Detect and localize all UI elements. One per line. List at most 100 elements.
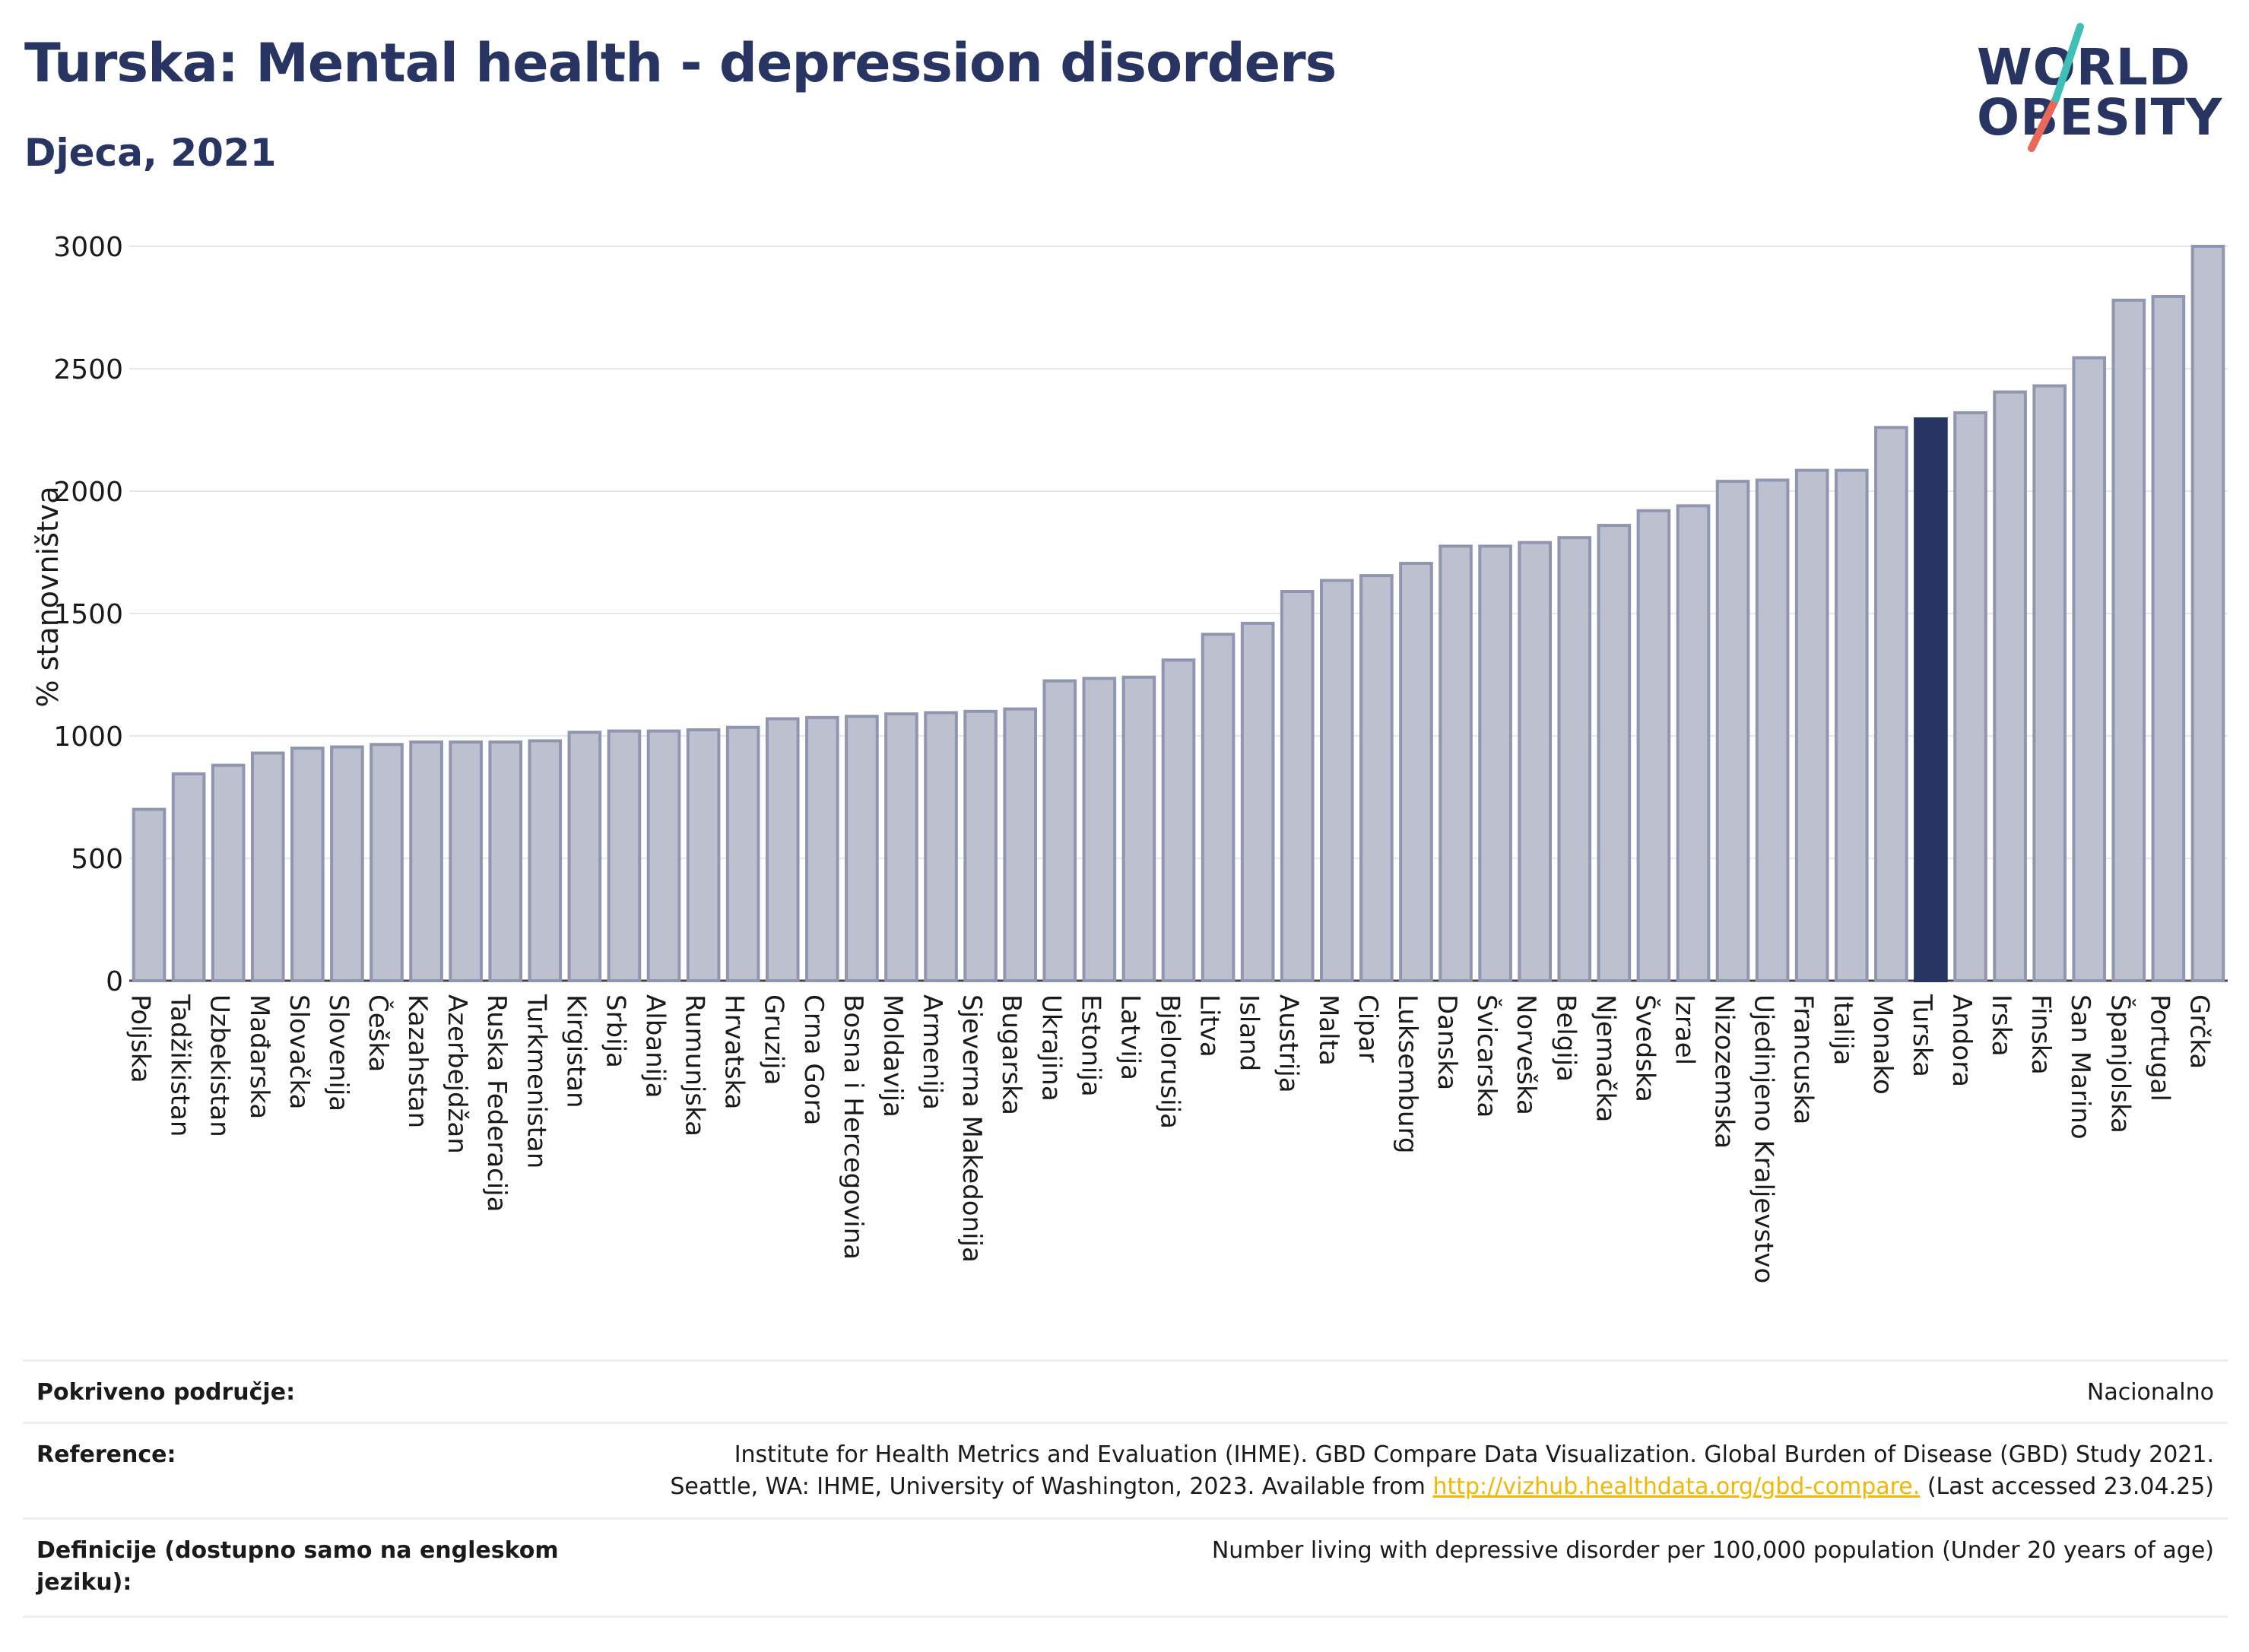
x-tick-label: Kirgistan	[560, 994, 591, 1108]
bar-turska	[1914, 417, 1948, 982]
footer-row-reference: Reference: Institute for Health Metrics …	[23, 1422, 2228, 1520]
x-tick-label: Cipar	[1353, 994, 1383, 1063]
x-tick-label: Sjeverna Makedonija	[956, 994, 987, 1263]
bar-španjolska	[2111, 298, 2146, 982]
x-tick-label: Estonija	[1075, 994, 1105, 1097]
x-tick-label: Bosna i Hercegovina	[838, 994, 868, 1260]
bar-kirgistan	[567, 731, 602, 982]
bar-sjeverna-makedonija	[963, 709, 998, 982]
reference-accessed: (Last accessed 23.04.25)	[1927, 1473, 2214, 1500]
bar-cipar	[1359, 574, 1394, 982]
bars	[132, 245, 2225, 983]
bar-francuska	[1794, 468, 1829, 982]
x-axis-labels: Poljska Tadžikistan Uzbekistan Mađarska Slov…	[125, 994, 2215, 1283]
x-tick-label: Norveška	[1511, 994, 1541, 1115]
bar-crna-gora	[805, 715, 839, 982]
x-tick-label: Tadžikistan	[165, 994, 195, 1137]
bar-albanija	[646, 729, 681, 982]
bar-turkmenistan	[528, 739, 563, 982]
bar-bjelorusija	[1161, 658, 1196, 982]
bar-njemačka	[1597, 524, 1632, 982]
bar-irska	[1993, 390, 2027, 982]
x-tick-label: Nizozemska	[1709, 994, 1740, 1149]
x-tick-label: Azerbejdžan	[442, 994, 472, 1154]
x-tick-label: Austrija	[1274, 994, 1304, 1093]
x-tick-label: Andora	[1946, 994, 1977, 1087]
bar-tadžikistan	[171, 772, 206, 982]
x-tick-label: Srbija	[600, 994, 630, 1068]
bar-rumunjska	[686, 728, 721, 982]
x-tick-label: Poljska	[125, 994, 156, 1083]
reference-line-1: Institute for Health Metrics and Evaluat…	[734, 1441, 2214, 1468]
coverage-label: Pokriveno područje:	[36, 1379, 296, 1406]
x-tick-label: Danska	[1432, 994, 1462, 1090]
x-tick-label: Izrael	[1669, 994, 1699, 1065]
bar-švicarska	[1478, 544, 1512, 982]
bar-hrvatska	[725, 725, 760, 982]
bar-finska	[2032, 384, 2067, 983]
x-tick-label: Bjelorusija	[1155, 994, 1185, 1129]
reference-line-2: Seattle, WA: IHME, University of Washing…	[617, 1471, 2214, 1503]
bar-andora	[1953, 411, 1987, 982]
x-tick-label: Luksemburg	[1392, 994, 1423, 1153]
reference-link[interactable]: http://vizhub.healthdata.org/gbd-compare…	[1432, 1473, 1921, 1500]
x-tick-label: Slovenija	[323, 994, 354, 1111]
logo-slash-icon	[2028, 23, 2084, 152]
x-tick-label: Italija	[1828, 994, 1858, 1065]
bar-grčka	[2190, 245, 2225, 982]
bar-izrael	[1676, 504, 1711, 982]
bar-švedska	[1636, 509, 1671, 982]
x-tick-label: Bugarska	[996, 994, 1026, 1115]
bar-moldavija	[884, 712, 918, 983]
x-tick-label: Uzbekistan	[205, 994, 235, 1137]
bar-san-marino	[2072, 356, 2107, 982]
reference-label: Reference:	[36, 1441, 176, 1468]
x-tick-label: Finska	[2025, 994, 2056, 1075]
x-tick-label: Slovačka	[284, 994, 314, 1109]
y-tick-label: 2000	[53, 477, 123, 508]
x-tick-label: San Marino	[2065, 994, 2095, 1140]
bar-bosna-i-hercegovina	[845, 715, 879, 982]
x-tick-label: Ruska Federacija	[481, 994, 512, 1212]
x-tick-label: Švedska	[1629, 994, 1661, 1102]
x-tick-label: Island	[1234, 994, 1264, 1071]
bar-ruska-federacija	[488, 740, 523, 982]
bar-azerbejdžan	[449, 740, 483, 982]
bar-italija	[1834, 468, 1869, 982]
coverage-value: Nacionalno	[2086, 1379, 2214, 1406]
reference-value: Institute for Health Metrics and Evaluat…	[617, 1439, 2214, 1503]
bar-ujedinjeno-kraljevstvo	[1755, 478, 1790, 982]
y-axis-ticks: 0 500 1000 1500 2000 2500 3000	[53, 232, 123, 997]
x-tick-label: Irska	[1986, 994, 2016, 1057]
x-tick-label: Gruzija	[759, 994, 789, 1085]
footer-row-coverage: Pokriveno područje: Nacionalno	[23, 1359, 2228, 1424]
y-tick-label: 2500	[53, 354, 123, 385]
logo-line-2: OBESITY	[1977, 88, 2223, 147]
y-tick-label: 500	[71, 844, 123, 875]
logo-line-1: WORLD	[1977, 38, 2191, 97]
x-tick-label: Češka	[363, 994, 394, 1072]
x-tick-label: Ukrajina	[1036, 994, 1066, 1102]
x-tick-label: Portugal	[2144, 994, 2174, 1102]
bar-danska	[1439, 544, 1473, 982]
x-tick-label: Moldavija	[877, 994, 908, 1118]
x-tick-label: Latvija	[1115, 994, 1145, 1080]
x-tick-label: Grčka	[2184, 994, 2214, 1069]
x-tick-label: Litva	[1194, 994, 1225, 1057]
definition-value: Number living with depressive disorder p…	[1211, 1537, 2214, 1564]
bar-island	[1240, 621, 1275, 982]
y-tick-label: 0	[106, 966, 123, 997]
x-tick-label: Hrvatska	[719, 994, 750, 1109]
definition-label: Definicije (dostupno samo na engleskom j…	[36, 1537, 559, 1596]
x-tick-label: Kazahstan	[402, 994, 433, 1128]
x-tick-label: Malta	[1313, 994, 1343, 1066]
bar-norveška	[1518, 541, 1552, 982]
bar-srbija	[607, 729, 642, 982]
bar-poljska	[132, 807, 167, 982]
bar-slovačka	[290, 747, 325, 982]
footer-row-definition: Definicije (dostupno samo na engleskom j…	[23, 1517, 2228, 1618]
page-title: Turska: Mental health - depression disor…	[24, 32, 1337, 94]
x-tick-label: Turkmenistan	[521, 994, 551, 1168]
x-tick-label: Turska	[1907, 994, 1937, 1077]
bar-austrija	[1280, 590, 1315, 983]
